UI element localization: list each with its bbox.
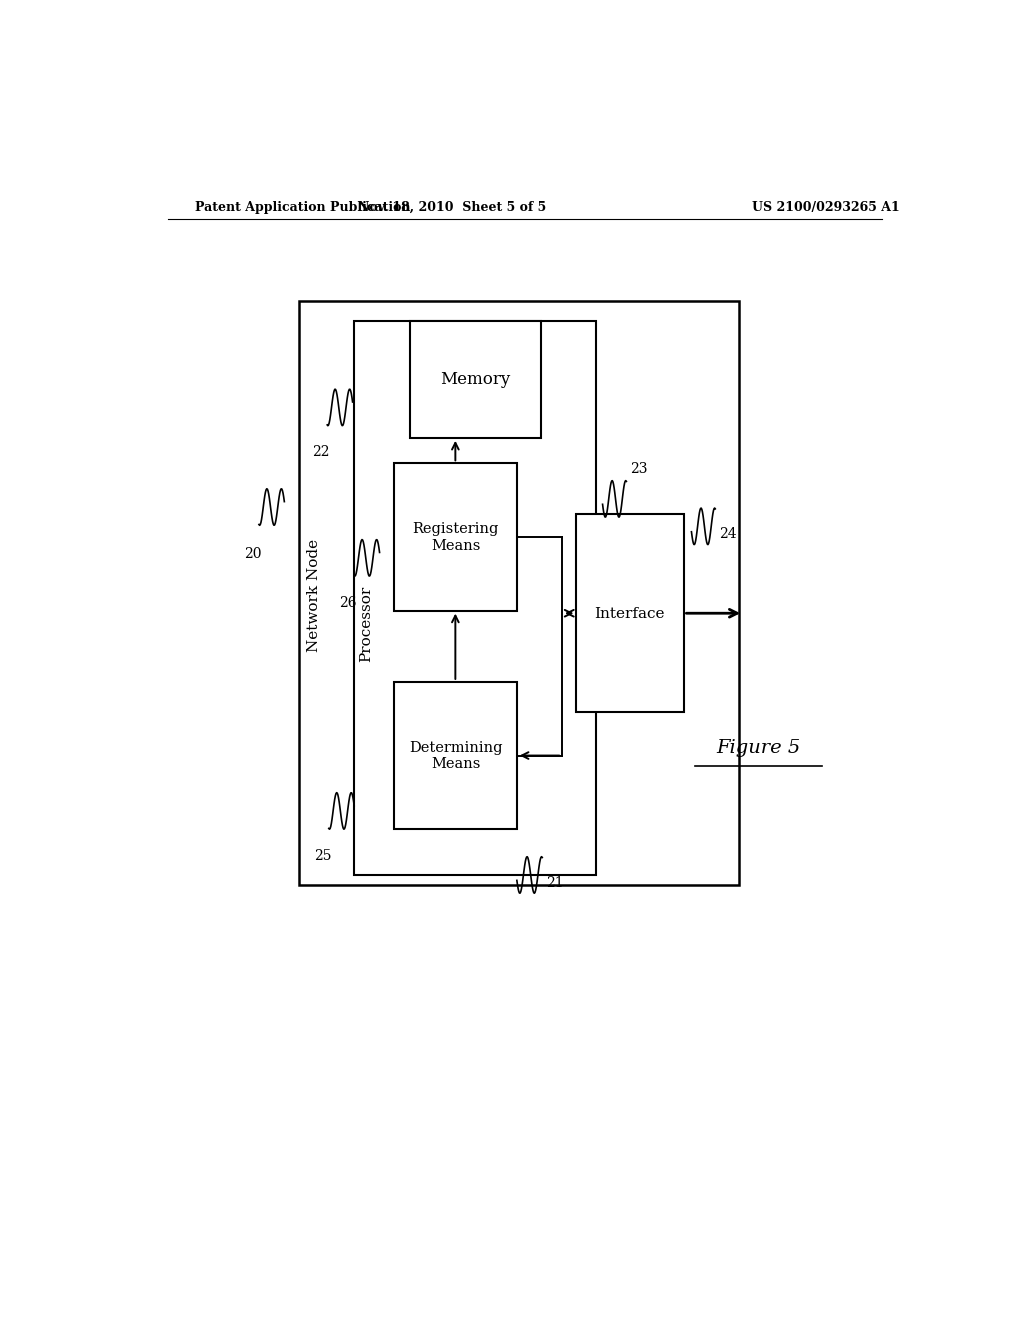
Text: 26: 26 bbox=[339, 595, 356, 610]
Text: Registering
Means: Registering Means bbox=[413, 523, 499, 553]
Text: 24: 24 bbox=[719, 527, 737, 541]
Text: Processor: Processor bbox=[359, 586, 373, 663]
Text: Figure 5: Figure 5 bbox=[717, 739, 801, 756]
Bar bbox=[410, 321, 541, 438]
Text: Determining
Means: Determining Means bbox=[409, 741, 503, 771]
Text: 20: 20 bbox=[244, 546, 261, 561]
Text: Network Node: Network Node bbox=[307, 539, 322, 652]
Text: 22: 22 bbox=[312, 445, 330, 459]
Text: Nov. 18, 2010  Sheet 5 of 5: Nov. 18, 2010 Sheet 5 of 5 bbox=[357, 201, 546, 214]
Bar bbox=[299, 301, 739, 886]
Bar bbox=[577, 515, 684, 713]
Text: Memory: Memory bbox=[440, 371, 511, 388]
Text: 21: 21 bbox=[546, 875, 564, 890]
Bar bbox=[354, 321, 596, 875]
Text: Interface: Interface bbox=[594, 607, 665, 620]
Text: 23: 23 bbox=[631, 462, 648, 477]
Text: US 2100/0293265 A1: US 2100/0293265 A1 bbox=[753, 201, 900, 214]
Text: Patent Application Publication: Patent Application Publication bbox=[196, 201, 411, 214]
Bar bbox=[394, 463, 517, 611]
Bar bbox=[394, 682, 517, 829]
Text: 25: 25 bbox=[313, 849, 331, 863]
